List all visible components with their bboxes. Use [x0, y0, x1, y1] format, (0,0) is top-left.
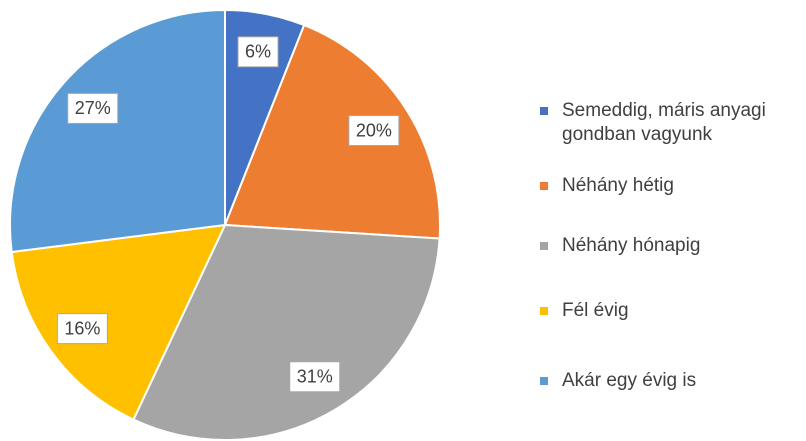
pie-slice: [9, 8, 226, 254]
legend-swatch: [540, 307, 548, 315]
label-box: [289, 361, 341, 393]
legend-swatch: [540, 182, 548, 190]
legend-label: Néhány hónapig: [562, 235, 701, 256]
label-box: [237, 36, 279, 68]
data-label: 31%: [297, 366, 333, 386]
legend-label: Fél évig: [562, 300, 629, 321]
data-label: 16%: [64, 318, 100, 338]
legend-swatch: [540, 242, 548, 250]
data-label: 6%: [245, 42, 271, 62]
pie-slice: [223, 23, 441, 240]
pie-slice: [132, 223, 441, 441]
legend-swatch: [540, 377, 548, 385]
legend-label: Akár egy évig is: [562, 370, 697, 391]
pie-slice: [10, 223, 227, 421]
data-label: 27%: [75, 98, 111, 118]
legend-item: Semeddig, máris anyagi gondban vagyunk: [540, 99, 802, 147]
legend-swatch: [540, 107, 548, 115]
label-box: [67, 92, 119, 124]
legend-item: Néhány hétig: [540, 174, 802, 198]
label-box: [348, 115, 400, 147]
legend-item: Akár egy évig is: [540, 369, 802, 393]
data-label: 20%: [356, 120, 392, 140]
label-box: [56, 313, 108, 345]
legend-label: Néhány hétig: [562, 175, 674, 196]
legend-item: Néhány hónapig: [540, 234, 802, 258]
legend-label: Semeddig, máris anyagi gondban vagyunk: [562, 100, 766, 145]
legend-item: Fél évig: [540, 299, 802, 323]
